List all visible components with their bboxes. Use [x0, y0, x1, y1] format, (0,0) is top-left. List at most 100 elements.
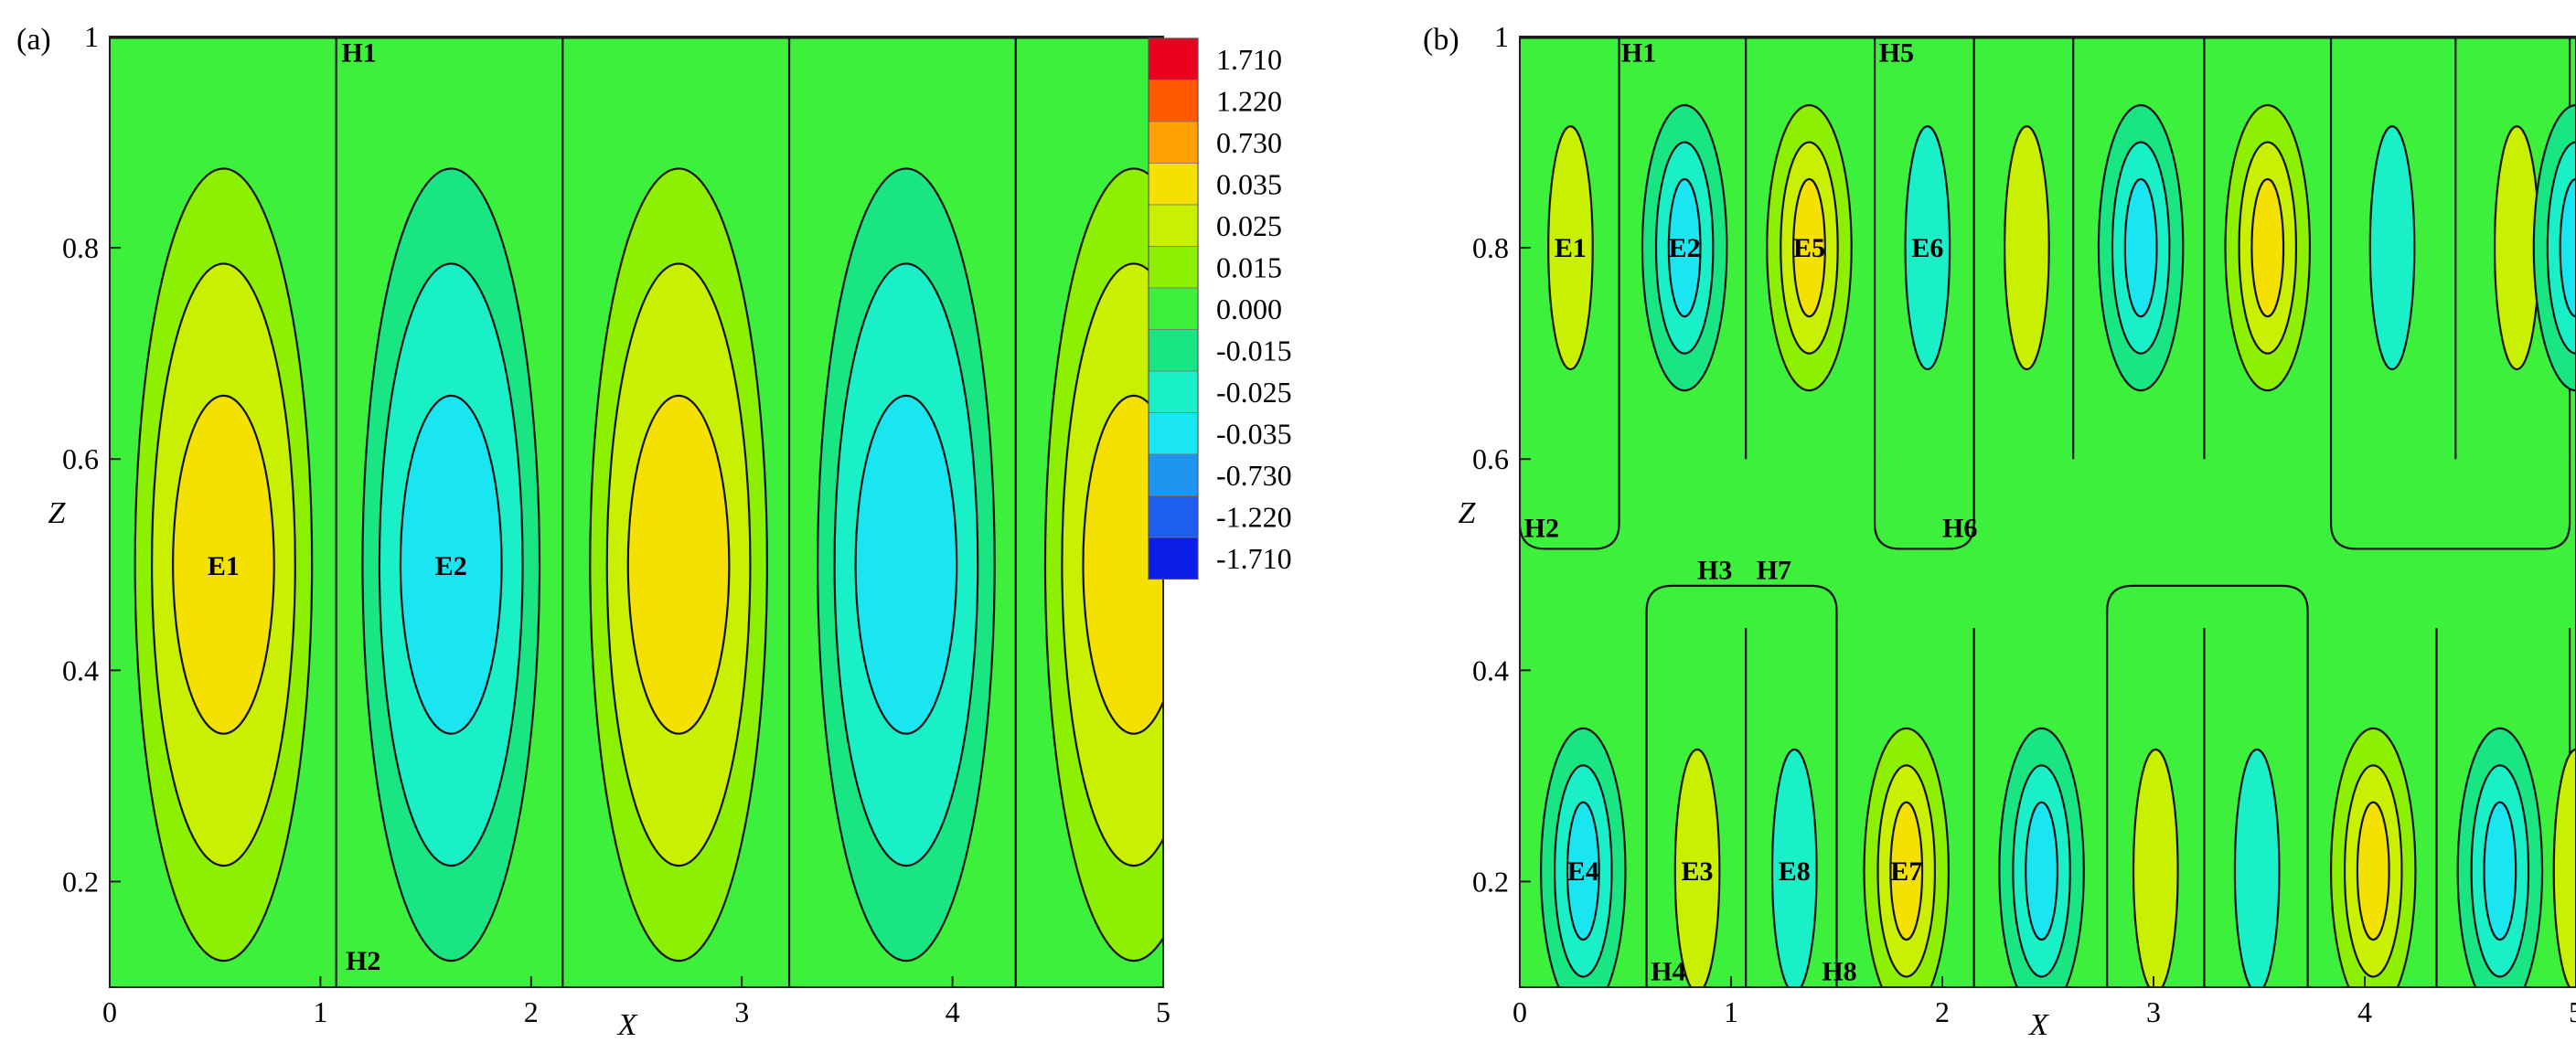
cell-label-E6: E6 — [1911, 233, 1943, 263]
y-tick-label: 0.2 — [62, 865, 99, 898]
lower-contour-cell-3-level-1 — [1770, 748, 1818, 987]
lower-contour-cell-10-level-1 — [2552, 748, 2576, 987]
colorbar-swatch-4 — [1148, 163, 1199, 206]
panel-a-plot-area — [110, 37, 1163, 987]
lower-cap-contour-2 — [2106, 584, 2309, 629]
colorbar-label-13: -1.710 — [1216, 542, 1292, 575]
contour-cell-2-level-3 — [399, 394, 503, 735]
cell-label-E7: E7 — [1890, 856, 1922, 887]
annotation-H2: H2 — [1524, 513, 1559, 543]
annotation-H7: H7 — [1757, 556, 1791, 586]
y-tick-label: 0.6 — [62, 442, 99, 475]
colorbar-swatch-7 — [1148, 287, 1199, 330]
cell-label-E4: E4 — [1567, 856, 1599, 887]
upper-cap-contour-3 — [2329, 459, 2571, 550]
colorbar-label-2: 1.220 — [1216, 84, 1282, 117]
cell-label-E2: E2 — [1669, 233, 1701, 263]
annotation-H4: H4 — [1651, 957, 1685, 987]
cell-label-E3: E3 — [1682, 856, 1714, 887]
colorbar-swatch-11 — [1148, 453, 1199, 496]
y-tick-label: 0.2 — [1472, 865, 1509, 898]
y-tick-label: 1 — [1494, 20, 1509, 53]
panel-b-axes: 0 1 2 3 4 5 0.2 0.4 0.6 0.8 1 X Z — [1459, 20, 2576, 1042]
panel-a-label: (a) — [16, 23, 51, 57]
x-tick-label: 2 — [524, 995, 539, 1028]
contour-cell-3-level-3 — [626, 394, 731, 735]
x-tick-label: 0 — [1512, 995, 1527, 1028]
colorbar-swatch-10 — [1148, 412, 1199, 455]
lower-contour-cell-9-level-3 — [2483, 801, 2517, 941]
contour-cell-5-level-3 — [1082, 394, 1163, 735]
colorbar-label-10: -0.035 — [1216, 417, 1292, 450]
lower-contour-cell-2-level-1 — [1673, 748, 1721, 987]
x-tick-label: 3 — [734, 995, 749, 1028]
annotation-H2: H2 — [346, 946, 380, 976]
upper-contour-cell-10-level-3 — [2559, 177, 2576, 318]
colorbar-label-1: 1.710 — [1216, 43, 1282, 76]
colorbar-label-12: -1.220 — [1216, 500, 1292, 533]
upper-contour-cell-4-level-1 — [1904, 125, 1951, 371]
lower-contour-cell-6-level-1 — [2132, 748, 2179, 987]
y-tick-label: 0.4 — [62, 654, 99, 686]
annotation-H8: H8 — [1822, 957, 1856, 987]
colorbar-label-8: -0.015 — [1216, 334, 1292, 367]
annotation-H5: H5 — [1879, 37, 1914, 68]
annotation-H1: H1 — [341, 37, 376, 68]
cell-label-E2: E2 — [435, 551, 467, 581]
y-tick-label: 1 — [84, 20, 99, 53]
annotation-H1: H1 — [1621, 37, 1656, 68]
cell-label-E5: E5 — [1793, 233, 1825, 263]
colorbar-label-11: -0.730 — [1216, 459, 1292, 492]
lower-contour-cell-4-level-3 — [1889, 801, 1924, 941]
upper-contour-cell-6-level-3 — [2123, 177, 2158, 318]
contour-cell-4-level-3 — [854, 394, 958, 735]
colorbar-label-7: 0.000 — [1216, 292, 1282, 325]
annotation-H3: H3 — [1697, 556, 1732, 586]
x-tick-label: 4 — [946, 995, 960, 1028]
colorbar-swatch-2 — [1148, 80, 1199, 122]
y-tick-label: 0.6 — [1472, 442, 1509, 475]
colorbar-label-9: -0.025 — [1216, 376, 1292, 409]
lower-contour-cell-5-level-3 — [2025, 801, 2058, 941]
upper-contour-cell-8-level-1 — [2368, 125, 2416, 371]
x-axis-label: X — [2027, 1008, 2049, 1042]
upper-contour-cell-3-level-3 — [1792, 177, 1826, 318]
colorbar-swatch-12 — [1148, 495, 1199, 538]
colorbar-label-4: 0.035 — [1216, 167, 1282, 200]
y-tick-label: 0.8 — [62, 231, 99, 264]
y-axis-label: Z — [1459, 496, 1477, 530]
x-tick-label: 3 — [2146, 995, 2161, 1028]
colorbar-swatch-8 — [1148, 329, 1199, 372]
colorbar-swatch-5 — [1148, 204, 1199, 247]
upper-contour-cell-2-level-3 — [1667, 177, 1702, 318]
upper-contour-cell-7-level-3 — [2250, 177, 2285, 318]
contour-cell-1-level-3 — [172, 394, 275, 735]
cell-label-E1: E1 — [208, 551, 240, 581]
x-tick-label: 0 — [102, 995, 117, 1028]
lower-cap-contour-1 — [1645, 584, 1838, 629]
x-tick-label: 1 — [313, 995, 327, 1028]
x-tick-label: 5 — [1156, 995, 1170, 1028]
panel-a-axes: 0 1 2 3 4 5 0.2 0.4 0.6 0.8 1 X Z — [48, 20, 1170, 1042]
upper-cap-contour-2 — [1873, 459, 1975, 550]
upper-contour-cell-1-level-1 — [1547, 125, 1594, 371]
colorbar: 1.710 1.220 0.730 0.035 0.025 0.015 0.000 -0.01… — [1148, 37, 1292, 580]
colorbar-swatch-13 — [1148, 537, 1199, 580]
colorbar-swatch-6 — [1148, 246, 1199, 289]
panel-a-annotations: E1 E2 H1 H2 — [208, 37, 467, 976]
panel-a: (a) 0 1 2 3 4 5 0.2 0.4 0.6 0.8 1 X Z E1 E2 H1 H2 — [16, 20, 1170, 1042]
colorbar-label-3: 0.730 — [1216, 126, 1282, 159]
panel-b-frame — [1519, 36, 2576, 988]
colorbar-label-6: 0.015 — [1216, 250, 1282, 283]
colorbar-swatch-9 — [1148, 370, 1199, 413]
upper-contour-cell-9-level-1 — [2493, 125, 2540, 371]
x-tick-label: 5 — [2569, 995, 2576, 1028]
panel-b: (b) 0 1 2 3 4 5 0.2 0.4 0.6 0.8 1 X Z E1 E2 E5 E6 E4 E3 E8… — [1423, 20, 2576, 1042]
colorbar-swatch-3 — [1148, 121, 1199, 164]
colorbar-frame — [1148, 37, 1199, 580]
colorbar-swatch-1 — [1148, 37, 1199, 80]
panel-b-label: (b) — [1423, 23, 1459, 57]
panel-b-plot-area — [1520, 37, 2576, 987]
annotation-H6: H6 — [1942, 513, 1977, 543]
